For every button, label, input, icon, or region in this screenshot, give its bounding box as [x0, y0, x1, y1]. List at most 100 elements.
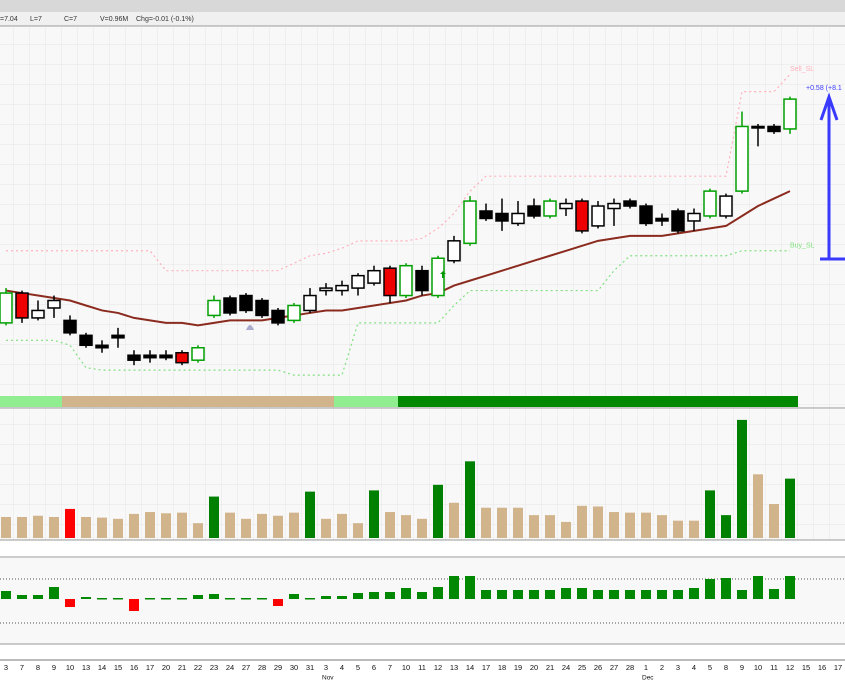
trend-ribbon: [270, 396, 286, 407]
candle-body: [559, 202, 573, 210]
x-tick-label: 25: [578, 663, 586, 672]
x-tick-label: 7: [20, 663, 24, 672]
candle-body: [255, 299, 269, 317]
trend-ribbon: [766, 396, 782, 407]
x-tick-label: 13: [450, 663, 458, 672]
x-tick-label: 6: [372, 663, 376, 672]
candle-body: [527, 205, 541, 217]
x-tick-label: 1: [644, 663, 648, 672]
candle-body: [655, 217, 669, 222]
indicator-bar: [369, 592, 379, 599]
x-tick-label: 27: [242, 663, 250, 672]
volume-bar: [129, 513, 139, 538]
candle-body: [79, 334, 93, 347]
x-tick-label: 11: [770, 663, 778, 672]
header-open: =7.04: [0, 16, 18, 23]
volume-bar: [625, 512, 635, 538]
x-tick-label: 21: [546, 663, 554, 672]
candle-body: [415, 269, 429, 292]
target-arrowhead: [819, 92, 839, 121]
x-tick-label: 13: [82, 663, 90, 672]
trend-ribbon: [622, 396, 638, 407]
candle-body: [63, 319, 77, 334]
volume-bar: [449, 502, 459, 538]
volume-bar: [97, 517, 107, 538]
candle-body: [639, 205, 653, 225]
indicator-bar: [17, 595, 27, 599]
x-tick-label: 5: [356, 663, 360, 672]
volume-bar: [785, 478, 795, 538]
candle-body: [511, 212, 525, 225]
x-tick-label: 2: [660, 663, 664, 672]
candle-body: [111, 334, 125, 339]
volume-bar: [657, 515, 667, 538]
candle-body: [575, 200, 589, 232]
header-volume: V=0.96M: [100, 16, 128, 23]
indicator-bar: [657, 590, 667, 599]
indicator-bar: [1, 591, 11, 599]
volume-bar: [113, 518, 123, 538]
volume-bar: [401, 515, 411, 538]
price-grid: [0, 27, 845, 408]
trend-ribbon: [14, 396, 30, 407]
x-tick-label: 10: [754, 663, 762, 672]
volume-bar: [577, 505, 587, 538]
candle-body: [303, 294, 317, 312]
indicator-bar: [257, 598, 267, 600]
x-tick-label: 9: [52, 663, 56, 672]
indicator-panel: [0, 558, 845, 644]
indicator-bar: [561, 588, 571, 599]
volume-bar: [17, 516, 27, 538]
indicator-bar: [769, 589, 779, 599]
x-tick-label: 17: [482, 663, 490, 672]
candle-body: [143, 354, 157, 359]
candle-body: [127, 354, 141, 361]
x-tick-label: 26: [594, 663, 602, 672]
indicator-bar: [705, 579, 715, 599]
trend-ribbon: [110, 396, 126, 407]
trend-ribbon: [398, 396, 414, 407]
trend-ribbon: [30, 396, 46, 407]
indicator-bar: [385, 592, 395, 599]
volume-bar: [209, 496, 219, 538]
volume-bar: [145, 512, 155, 538]
volume-grid: [0, 409, 845, 540]
trend-ribbon: [222, 396, 238, 407]
indicator-bar: [673, 590, 683, 599]
x-tick-label: 28: [626, 663, 634, 672]
trend-ribbon: [286, 396, 302, 407]
indicator-bar: [129, 599, 139, 611]
candle-body: [383, 267, 397, 297]
trend-ribbon: [670, 396, 686, 407]
candle-body: [783, 98, 797, 130]
indicator-bar: [481, 590, 491, 599]
volume-bar: [305, 491, 315, 538]
indicator-bar: [625, 590, 635, 599]
x-tick-label: 14: [98, 663, 106, 672]
indicator-bar: [97, 598, 107, 600]
trend-ribbon: [574, 396, 590, 407]
trend-ribbon: [494, 396, 510, 407]
candle-body: [31, 309, 45, 319]
indicator-bar: [577, 588, 587, 599]
candle-body: [47, 299, 61, 309]
volume-bar: [433, 484, 443, 538]
indicator-bar: [33, 595, 43, 599]
volume-bar: [289, 512, 299, 538]
volume-bar: [273, 515, 283, 538]
x-tick-label: 7: [388, 663, 392, 672]
x-tick-label: 14: [466, 663, 474, 672]
trend-ribbon: [430, 396, 446, 407]
trend-ribbon: [606, 396, 622, 407]
trend-ribbon: [654, 396, 670, 407]
trend-ribbon: [302, 396, 318, 407]
trend-ribbon: [526, 396, 542, 407]
x-tick-label: 16: [818, 663, 826, 672]
trend-ribbon: [190, 396, 206, 407]
trend-ribbon: [366, 396, 382, 407]
candle-body: [15, 292, 29, 319]
candle-body: [223, 297, 237, 314]
candle-body: [175, 351, 189, 364]
x-tick-label: 28: [258, 663, 266, 672]
